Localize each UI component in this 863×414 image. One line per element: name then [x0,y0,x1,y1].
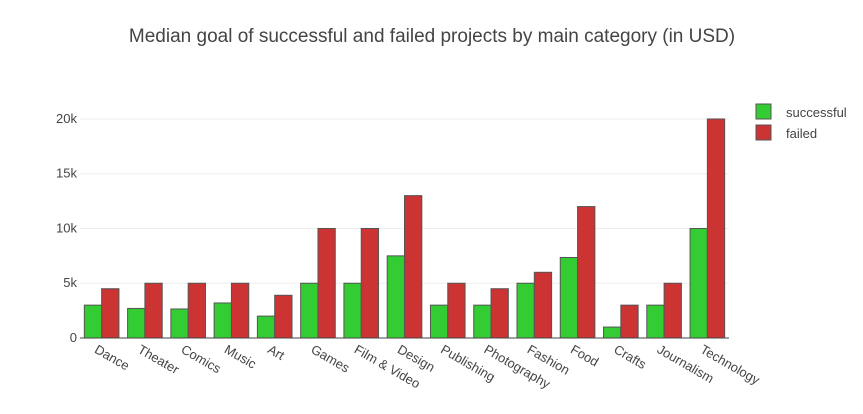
bar-successful-crafts[interactable] [603,326,622,339]
bar-failed-publishing[interactable] [447,282,466,339]
bar-failed-journalism[interactable] [663,282,682,339]
legend-swatch-successful[interactable] [755,103,772,120]
bar-successful-food[interactable] [559,257,579,339]
y-axis-ticks: 0 5k 10k 15k 20k [56,111,77,345]
x-tick-label: Games [308,342,352,376]
bar-successful-comics[interactable] [170,308,189,339]
bar-failed-comics[interactable] [187,282,206,339]
x-tick-label: Comics [179,342,224,377]
bar-successful-fashion[interactable] [516,282,535,339]
y-tick-label: 5k [63,275,77,290]
bar-failed-technology[interactable] [706,118,726,339]
bar-successful-technology[interactable] [689,227,708,339]
bar-successful-photography[interactable] [473,304,492,339]
bar-failed-film-video[interactable] [360,227,380,339]
bar-successful-film-video[interactable] [343,282,362,339]
x-tick-label: Food [568,342,601,370]
y-tick-label: 20k [56,111,77,126]
bar-failed-crafts[interactable] [620,304,639,339]
bar-failed-photography[interactable] [490,288,509,339]
x-tick-label: Dance [92,342,132,374]
y-tick-label: 0 [70,330,77,345]
bar-failed-design[interactable] [404,195,423,339]
bar-failed-fashion[interactable] [533,271,553,339]
bar-failed-dance[interactable] [101,288,120,339]
legend-label-successful[interactable]: successful [786,105,847,120]
bar-successful-design[interactable] [386,255,405,339]
bar-failed-food[interactable] [577,206,596,339]
x-tick-label: Art [265,342,287,363]
bar-successful-art[interactable] [256,315,276,339]
y-tick-label: 15k [56,166,77,181]
bar-successful-games[interactable] [300,282,319,339]
y-tick-label: 10k [56,220,77,235]
legend-swatch-failed[interactable] [755,124,772,141]
legend[interactable]: successful failed [755,103,847,141]
bar-successful-publishing[interactable] [429,304,449,339]
x-tick-label: Music [222,342,259,372]
bar-successful-theater[interactable] [127,307,146,339]
bar-successful-music[interactable] [213,302,232,339]
bar-failed-music[interactable] [230,282,250,339]
x-tick-label: Theater [135,342,182,378]
bar-failed-games[interactable] [317,227,336,339]
bar-failed-art[interactable] [274,294,293,339]
bar-successful-dance[interactable] [83,304,103,339]
chart-title: Median goal of successful and failed pro… [129,26,735,47]
bar-failed-theater[interactable] [144,282,163,339]
bar-successful-journalism[interactable] [646,304,665,339]
bars [83,118,726,339]
x-tick-label: Crafts [611,342,649,373]
legend-label-failed[interactable]: failed [786,126,817,141]
